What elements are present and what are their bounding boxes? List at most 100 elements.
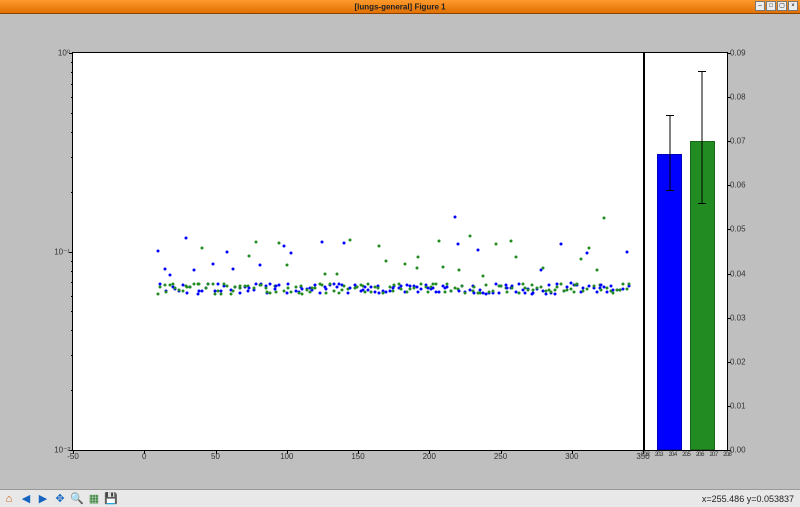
scatter-point	[518, 283, 521, 286]
back-icon[interactable]: ◀	[18, 491, 34, 507]
scatter-point	[355, 286, 358, 289]
scatter-point	[177, 289, 180, 292]
scatter-point	[593, 285, 596, 288]
scatter-axes: -5005010015020025030035010⁻²10⁻¹10⁰	[72, 52, 644, 451]
ytick-label: 10⁻²	[54, 446, 70, 455]
home-icon[interactable]: ⌂	[1, 491, 17, 507]
scatter-point	[472, 285, 475, 288]
scatter-point	[376, 286, 379, 289]
xtick-label: 100	[280, 452, 293, 461]
bar	[657, 154, 682, 450]
scatter-point	[385, 291, 388, 294]
scatter-point	[335, 273, 338, 276]
scatter-point	[248, 287, 251, 290]
scatter-point	[569, 287, 572, 290]
subplots-icon[interactable]: ▦	[86, 491, 102, 507]
scatter-point	[419, 287, 422, 290]
scatter-point	[226, 285, 229, 288]
scatter-point	[585, 252, 588, 255]
xtick-label: 20.2	[641, 452, 649, 458]
scatter-point	[381, 291, 384, 294]
scatter-point	[522, 283, 525, 286]
scatter-point	[450, 289, 453, 292]
xtick-label: 20.5	[682, 452, 690, 458]
scatter-point	[255, 283, 258, 286]
window-buttons: – □ ▢ ×	[755, 1, 798, 11]
scatter-point	[192, 269, 195, 272]
scatter-point	[477, 249, 480, 252]
scatter-point	[482, 274, 485, 277]
plot-area[interactable]: -5005010015020025030035010⁻²10⁻¹10⁰0.000…	[0, 14, 800, 489]
forward-icon[interactable]: ▶	[35, 491, 51, 507]
scatter-point	[259, 283, 262, 286]
xtick-label: 20.6	[696, 452, 704, 458]
scatter-point	[506, 290, 509, 293]
scatter-point	[472, 291, 475, 294]
scatter-point	[204, 286, 207, 289]
scatter-point	[438, 240, 441, 243]
scatter-point	[165, 291, 168, 294]
save-icon[interactable]: 💾	[103, 491, 119, 507]
scatter-point	[348, 286, 351, 289]
xtick-label: 200	[423, 452, 436, 461]
xtick-label: 50	[211, 452, 220, 461]
xtick-label: 250	[494, 452, 507, 461]
xtick-label: 20.3	[655, 452, 663, 458]
minimize-button[interactable]: –	[755, 1, 765, 11]
scatter-point	[211, 282, 214, 285]
ytick-label: 0.02	[730, 357, 746, 366]
scatter-point	[156, 292, 159, 295]
scatter-point	[268, 291, 271, 294]
error-bar	[702, 71, 703, 203]
scatter-point	[403, 262, 406, 265]
zoom-icon[interactable]: 🔍	[69, 491, 85, 507]
scatter-point	[553, 293, 556, 296]
scatter-point	[239, 291, 242, 294]
scatter-point	[163, 268, 166, 271]
scatter-point	[514, 256, 517, 259]
maximize-button[interactable]: □	[766, 1, 776, 11]
scatter-point	[220, 292, 223, 295]
scatter-point	[417, 256, 420, 259]
close-button[interactable]: ×	[788, 1, 798, 11]
scatter-point	[535, 286, 538, 289]
scatter-point	[255, 240, 258, 243]
scatter-point	[174, 286, 177, 289]
scatter-point	[579, 258, 582, 261]
ytick-label: 0.04	[730, 269, 746, 278]
scatter-point	[211, 263, 214, 266]
scatter-point	[469, 234, 472, 237]
scatter-point	[595, 269, 598, 272]
ytick-label: 0.01	[730, 401, 746, 410]
ytick-label: 0.05	[730, 225, 746, 234]
scatter-point	[156, 249, 159, 252]
scatter-point	[323, 272, 326, 275]
scatter-point	[373, 291, 376, 294]
scatter-point	[491, 290, 494, 293]
scatter-point	[348, 239, 351, 242]
scatter-point	[499, 284, 502, 287]
error-bar	[669, 115, 670, 190]
scatter-point	[559, 282, 562, 285]
scatter-point	[417, 290, 420, 293]
scatter-point	[201, 246, 204, 249]
scatter-point	[415, 286, 418, 289]
scatter-point	[196, 292, 199, 295]
scatter-point	[625, 251, 628, 254]
restore-button[interactable]: ▢	[777, 1, 787, 11]
scatter-point	[234, 285, 237, 288]
scatter-point	[264, 286, 267, 289]
xtick-label: 20.8	[723, 452, 731, 458]
scatter-point	[231, 268, 234, 271]
scatter-point	[185, 291, 188, 294]
scatter-point	[432, 287, 435, 290]
scatter-point	[282, 245, 285, 248]
scatter-point	[342, 241, 345, 244]
scatter-point	[253, 286, 256, 289]
pan-icon[interactable]: ✥	[52, 491, 68, 507]
scatter-point	[325, 291, 328, 294]
scatter-point	[434, 291, 437, 294]
scatter-point	[214, 292, 217, 295]
scatter-point	[553, 289, 556, 292]
scatter-point	[171, 282, 174, 285]
